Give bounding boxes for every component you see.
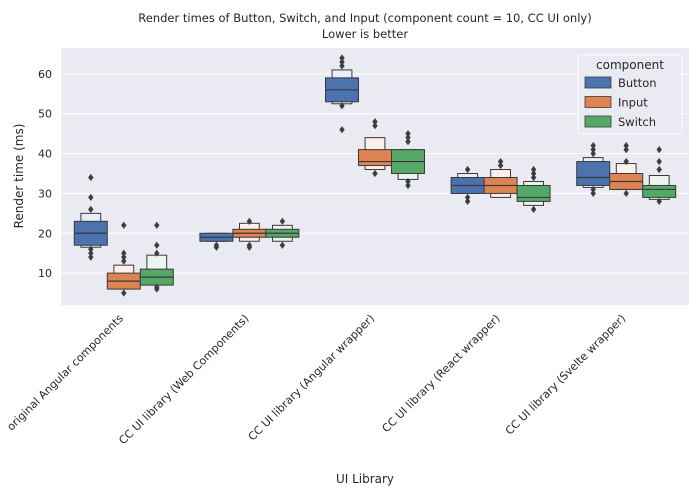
outlier-point [121, 221, 127, 229]
legend-swatch [584, 76, 612, 89]
y-tick-label: 10 [38, 267, 52, 280]
box-group [483, 157, 518, 198]
outlier-point [530, 205, 537, 213]
outlier-point [623, 142, 629, 150]
x-axis-label: UI Library [336, 472, 394, 486]
outlier-point [339, 54, 345, 62]
box-iqr [576, 161, 611, 186]
outlier-point [530, 165, 537, 174]
outlier-point [530, 173, 537, 182]
y-tick-label: 30 [38, 187, 52, 200]
outlier-point [154, 221, 160, 229]
outlier-point [121, 289, 127, 297]
box-group [642, 146, 677, 206]
legend-item-label: Button [618, 76, 657, 90]
box-group [139, 221, 174, 293]
outlier-point [656, 165, 662, 174]
outlier-point [154, 241, 160, 249]
outlier-point [464, 193, 471, 202]
outlier-point [88, 173, 94, 182]
outlier-point [121, 249, 127, 257]
y-axis-label: Render time (ms) [12, 124, 26, 229]
box-group [450, 165, 485, 206]
outlier-point [464, 165, 471, 174]
box-group [391, 130, 425, 190]
box-group [516, 165, 551, 213]
box-iqr [516, 184, 551, 202]
box-group [358, 118, 392, 178]
outlier-point [464, 197, 471, 206]
box-group [576, 142, 611, 198]
outlier-point [88, 253, 94, 261]
outlier-point [246, 241, 253, 249]
outlier-point [656, 146, 662, 154]
box-iqr [642, 184, 677, 198]
legend-swatch [584, 96, 612, 108]
outlier-point [339, 58, 345, 66]
legend-swatch [584, 115, 612, 128]
outlier-point [372, 169, 378, 178]
box-group [265, 217, 300, 249]
outlier-point [88, 193, 94, 202]
outlier-point [590, 142, 596, 150]
outlier-point [339, 62, 345, 70]
legend-item-label: Switch [618, 115, 656, 129]
outlier-point [405, 181, 411, 190]
box-iqr [358, 149, 392, 167]
box-group [325, 54, 359, 134]
outlier-point [405, 138, 411, 146]
y-tick-label: 60 [38, 68, 52, 81]
outlier-point [88, 245, 94, 253]
outlier-point [656, 197, 662, 206]
outlier-point [590, 189, 596, 198]
outlier-point [497, 161, 504, 170]
outlier-point [279, 217, 286, 225]
legend: component Button Input Switch [577, 54, 683, 135]
outlier-point [590, 185, 596, 194]
outlier-point [405, 177, 411, 186]
chart-title-line2: Lower is better [322, 27, 408, 41]
outlier-point [623, 157, 629, 166]
outlier-point [88, 205, 94, 213]
outlier-point [121, 253, 127, 261]
outlier-point [405, 130, 411, 138]
outlier-point [339, 126, 345, 134]
outlier-point [530, 169, 537, 178]
legend-title: component [596, 58, 664, 72]
outlier-point [213, 241, 220, 249]
outlier-point [590, 146, 596, 154]
y-tick-label: 40 [38, 148, 52, 161]
outlier-point [121, 257, 127, 265]
outlier-point [590, 149, 596, 158]
legend-item-label: Input [618, 96, 648, 110]
chart-title-line1: Render times of Button, Switch, and Inpu… [138, 11, 591, 25]
box-group [73, 173, 108, 261]
y-axis-ticks: 10 20 30 40 50 60 [38, 68, 52, 280]
outlier-point [623, 189, 629, 198]
outlier-point [246, 217, 253, 225]
outlier-point [623, 146, 629, 154]
y-tick-label: 20 [38, 227, 52, 240]
outlier-point [405, 134, 411, 142]
outlier-point [154, 249, 160, 257]
outlier-point [497, 157, 504, 166]
outlier-point [339, 102, 345, 110]
outlier-point [372, 118, 378, 126]
outlier-point [656, 157, 662, 166]
outlier-point [88, 249, 94, 257]
legend-frame [577, 54, 683, 135]
outlier-point [372, 122, 378, 130]
outlier-point [279, 241, 286, 249]
outlier-point [154, 283, 160, 291]
boxes [73, 54, 677, 297]
box-group [106, 221, 141, 297]
y-tick-label: 50 [38, 108, 52, 121]
box-group [609, 142, 644, 198]
